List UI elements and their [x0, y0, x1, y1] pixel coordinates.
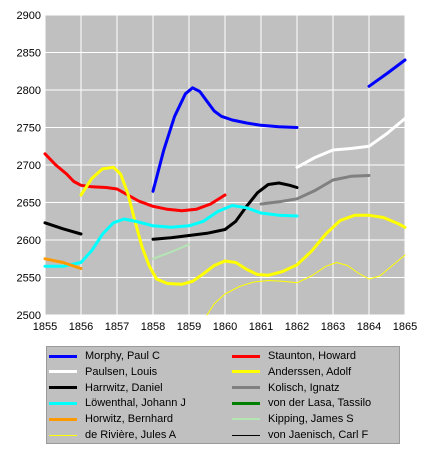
series-line	[295, 117, 407, 169]
x-tick-label: 1857	[105, 321, 129, 333]
legend-item: Harrwitz, Daniel	[49, 380, 163, 396]
legend-label: Horwitz, Bernhard	[85, 413, 174, 426]
x-tick-label: 1855	[33, 321, 57, 333]
legend-item: Löwenthal, Johann J	[49, 395, 186, 411]
x-axis-ticks: 1855 1856 1857 1858 1859 1860 1861 1862 1863 1864…	[33, 321, 417, 333]
y-tick-label: 2800	[17, 85, 41, 97]
series-line	[43, 257, 83, 270]
series-line	[43, 221, 83, 236]
y-tick-label: 2900	[17, 10, 41, 22]
legend-label: Morphy, Paul C	[85, 350, 160, 362]
legend-item: Morphy, Paul C	[49, 348, 160, 364]
legend-swatch	[232, 418, 260, 421]
legend-item: von Jaenisch, Carl F	[232, 427, 368, 443]
series-line	[367, 58, 407, 88]
legend-item: de Rivière, Jules A	[49, 427, 176, 443]
legend-item: Kipping, James S	[232, 411, 354, 427]
legend-item: Staunton, Howard	[232, 348, 356, 364]
y-tick-label: 2600	[17, 235, 41, 247]
x-tick-label: 1859	[177, 321, 201, 333]
legend-label: de Rivière, Jules A	[85, 429, 177, 441]
legend-label: von der Lasa, Tassilo	[268, 397, 372, 410]
y-tick-label: 2850	[17, 48, 41, 60]
line-chart: 2500 2550 2600 2650 2700 2750 2800 2850 2900 185…	[17, 10, 418, 333]
legend-swatch	[49, 370, 77, 374]
legend-label: Harrwitz, Daniel	[85, 381, 163, 394]
series-line	[206, 254, 406, 316]
series-line	[152, 243, 190, 260]
legend-item: Paulsen, Louis	[49, 364, 157, 380]
x-tick-label: 1856	[69, 321, 93, 333]
legend-label: Staunton, Howard	[268, 350, 357, 362]
y-axis-ticks: 2500 2550 2600 2650 2700 2750 2800 2850 2900	[17, 10, 41, 322]
x-tick-label: 1865	[393, 321, 417, 333]
legend-label: von Jaenisch, Carl F	[268, 429, 369, 441]
legend-item: von der Lasa, Tassilo	[232, 395, 371, 411]
x-tick-label: 1858	[141, 321, 165, 333]
legend-label: Löwenthal, Johann J	[85, 397, 186, 410]
series-line	[151, 181, 299, 241]
grid	[44, 14, 406, 316]
y-tick-label: 2650	[17, 198, 41, 210]
legend-swatch	[49, 434, 77, 436]
legend-label: Kipping, James S	[268, 413, 354, 426]
legend-swatch	[49, 401, 77, 405]
x-tick-label: 1863	[321, 321, 345, 333]
x-tick-label: 1861	[249, 321, 273, 333]
series-line	[43, 204, 299, 268]
series-line	[43, 152, 227, 213]
y-tick-label: 2500	[17, 310, 41, 322]
legend-swatch	[232, 386, 260, 390]
legend-item: Kolisch, Ignatz	[232, 380, 340, 396]
x-tick-label: 1864	[357, 321, 381, 333]
series-line	[79, 165, 407, 286]
series-lines	[43, 58, 407, 316]
legend-swatch	[232, 370, 260, 374]
legend-item: Horwitz, Bernhard	[49, 411, 173, 427]
x-tick-label: 1862	[285, 321, 309, 333]
series-line	[151, 86, 299, 193]
y-tick-label: 2700	[17, 160, 41, 172]
legend-label: Anderssen, Adolf	[268, 365, 352, 378]
legend-swatch	[232, 401, 260, 405]
legend-swatch	[232, 434, 260, 436]
y-tick-label: 2550	[17, 273, 41, 285]
legend-swatch	[232, 354, 260, 358]
y-tick-label: 2750	[17, 123, 41, 135]
x-tick-label: 1860	[213, 321, 237, 333]
legend-swatch	[49, 386, 77, 390]
legend-swatch	[49, 354, 77, 358]
legend-label: Kolisch, Ignatz	[268, 381, 340, 394]
series-line	[259, 174, 371, 206]
legend: Morphy, Paul C Staunton, Howard Paulsen, L…	[46, 346, 400, 444]
legend-item: Anderssen, Adolf	[232, 364, 351, 380]
legend-swatch	[49, 417, 77, 421]
legend-label: Paulsen, Louis	[85, 365, 158, 378]
